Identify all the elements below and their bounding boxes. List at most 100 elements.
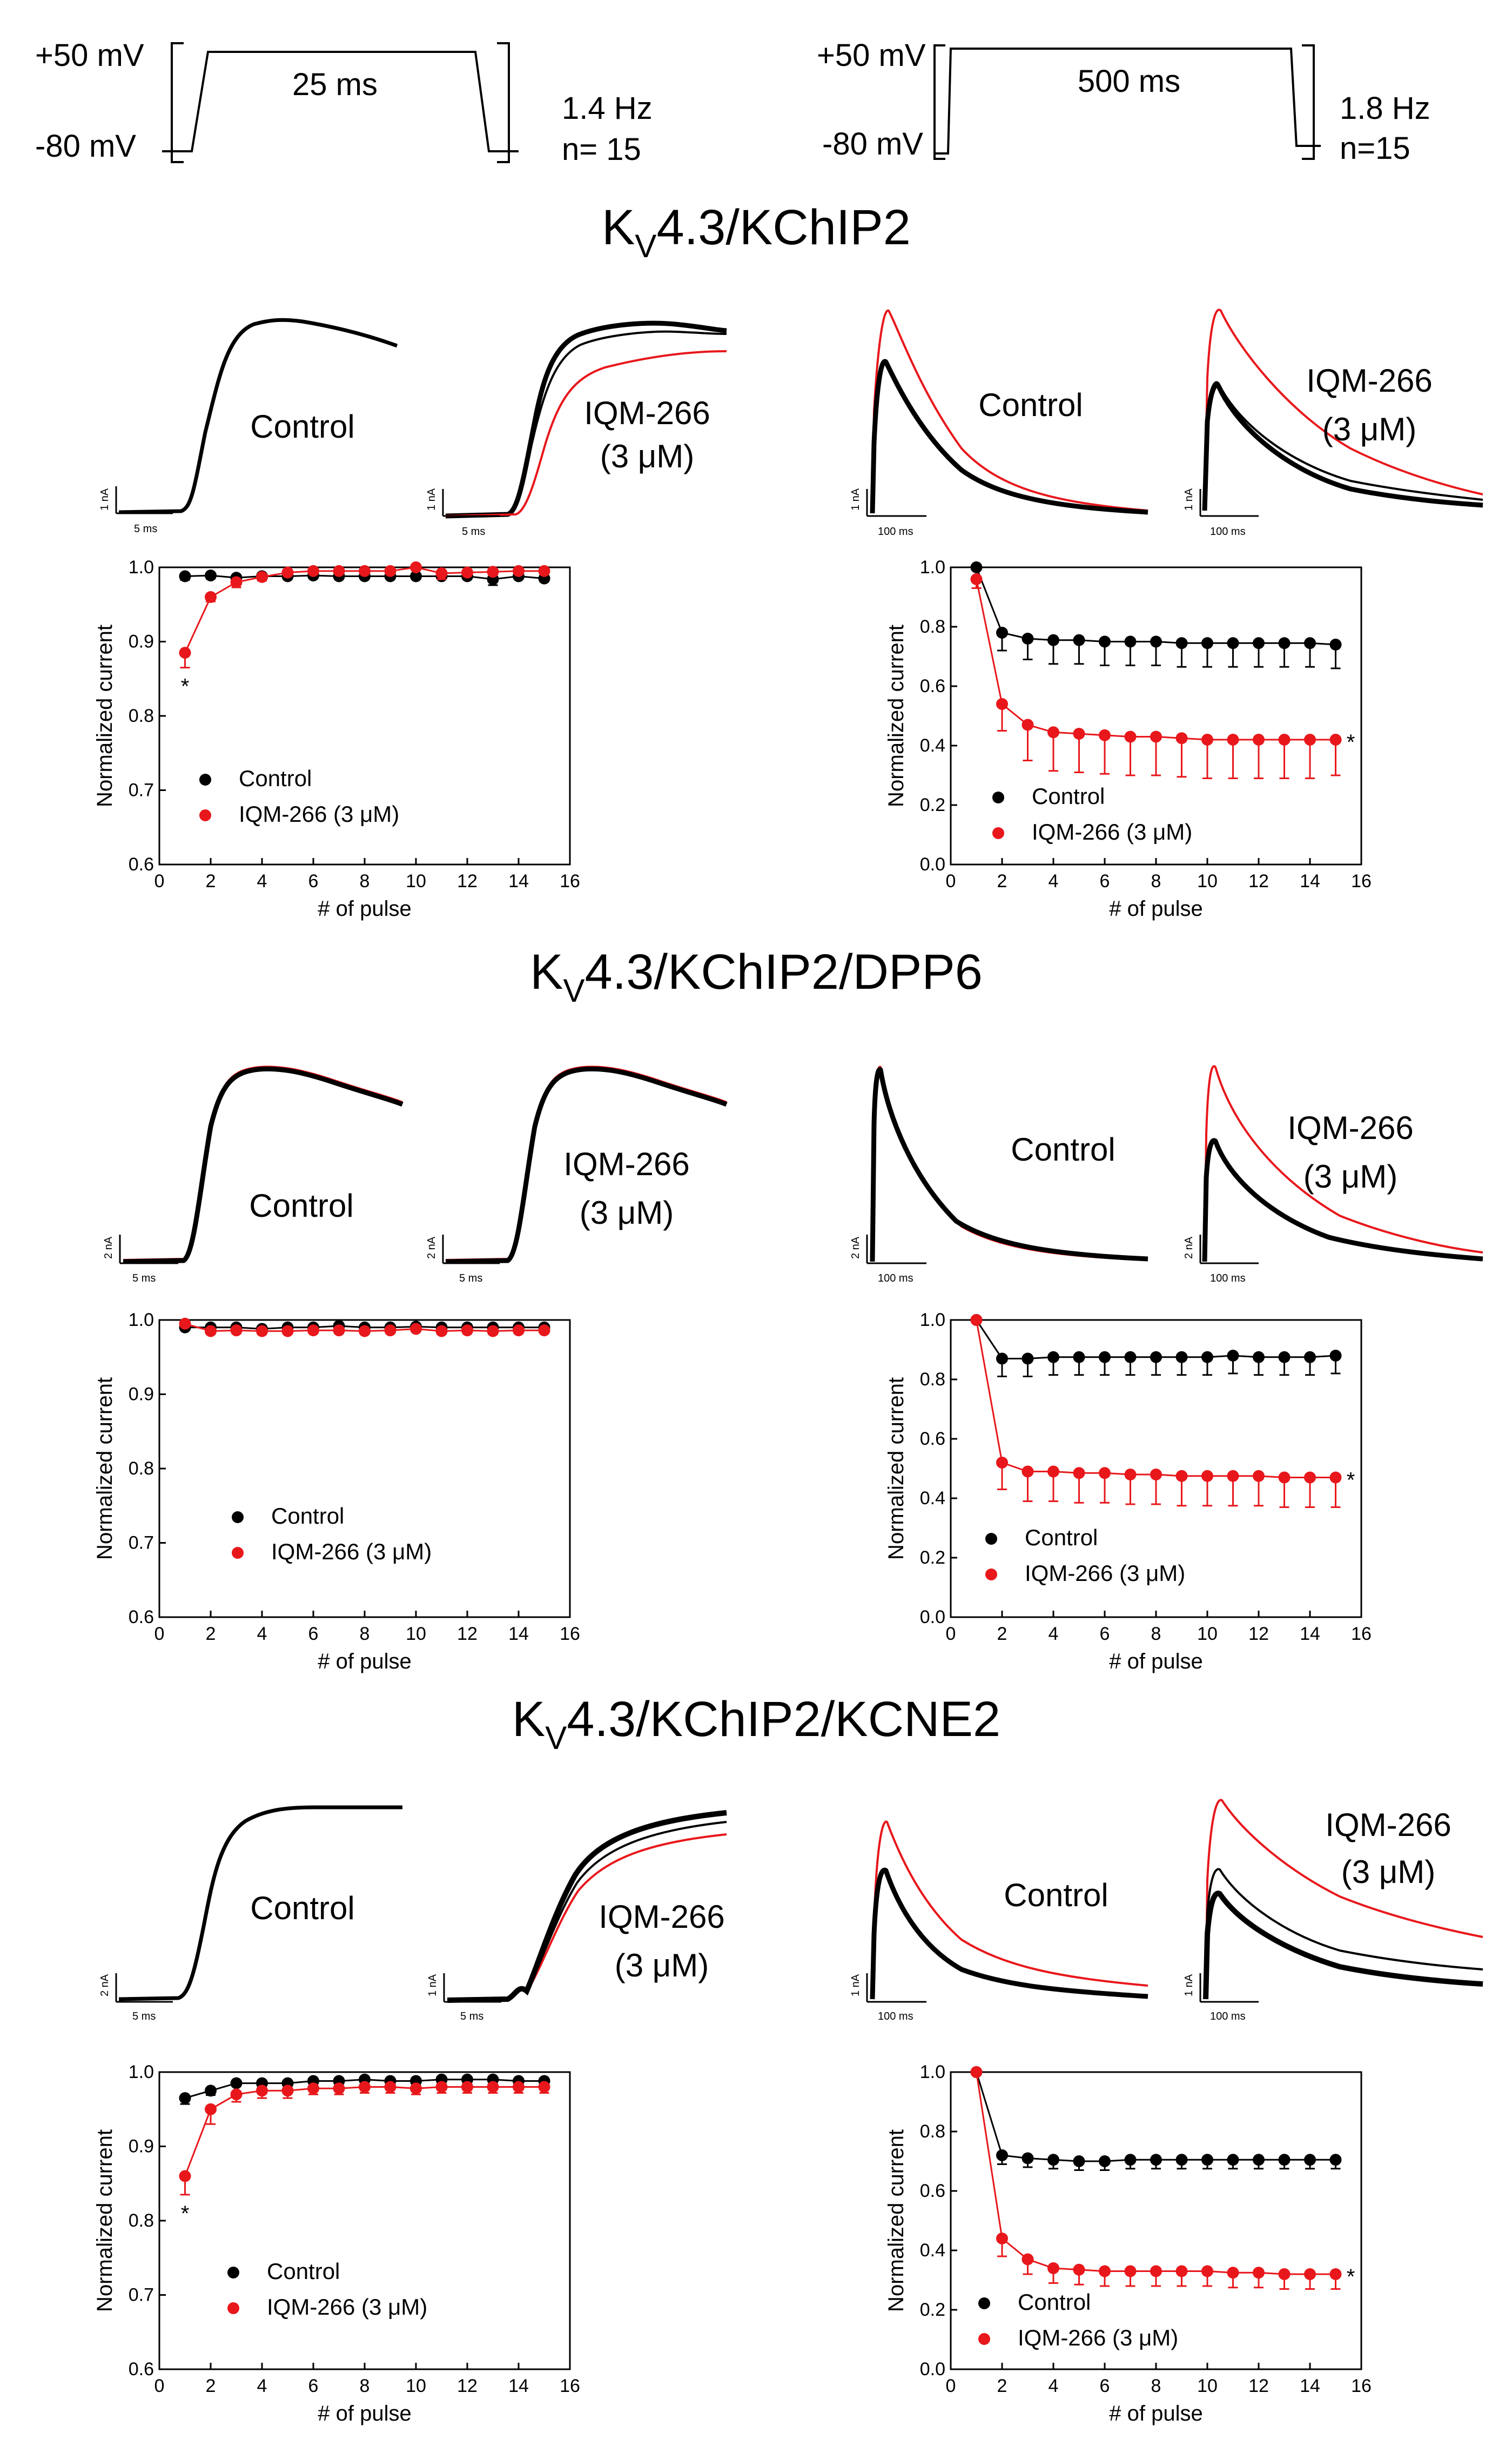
s1-rd-scale-x: 100 ms (1210, 526, 1246, 538)
s3-rd-scale-x: 100 ms (1210, 2010, 1246, 2022)
data-point-control (1175, 637, 1188, 649)
s2-trace-right-control: Control 2 nA 100 ms (850, 1065, 1148, 1284)
legend-label-control: Control (1032, 783, 1105, 809)
protocol-right-waveform (935, 48, 1321, 155)
data-point-drug (996, 698, 1008, 710)
x-tick-label: 0 (154, 2376, 165, 2396)
y-axis-label: Normalized current (93, 625, 117, 807)
legend-marker-control (992, 792, 1004, 803)
data-point-drug (359, 565, 371, 577)
x-tick-label: 8 (1151, 871, 1161, 892)
data-point-drug (538, 565, 550, 577)
x-tick-label: 8 (1151, 1624, 1161, 1644)
data-point-control (1278, 1351, 1291, 1363)
x-tick-label: 0 (946, 2376, 956, 2396)
data-point-control (1099, 2155, 1111, 2167)
data-point-drug (1304, 2268, 1316, 2280)
x-tick-label: 14 (1300, 1624, 1320, 1644)
data-point-drug (256, 2085, 268, 2097)
data-point-drug (205, 591, 217, 603)
s1-trace-left-control: Control 1 nA 5 ms (99, 318, 398, 535)
data-point-control (1201, 2154, 1213, 2166)
data-point-drug (1253, 1470, 1265, 1482)
x-tick-label: 6 (1100, 2376, 1110, 2396)
s2-ld-label-1: IQM-266 (563, 1146, 689, 1182)
y-tick-label: 0.2 (920, 2300, 945, 2320)
data-point-drug (996, 1457, 1008, 1469)
data-point-drug (1099, 729, 1111, 741)
data-point-control (970, 561, 983, 573)
x-tick-label: 4 (1049, 2376, 1059, 2396)
legend-label-control: Control (1025, 1525, 1098, 1550)
x-tick-label: 12 (1248, 871, 1269, 892)
data-point-drug (384, 2081, 397, 2093)
data-point-drug (256, 1325, 268, 1337)
s2-ld-scale-x: 5 ms (459, 1272, 482, 1284)
x-tick-label: 10 (1197, 1624, 1218, 1644)
y-tick-label: 1.0 (920, 557, 945, 578)
y-axis-label: Normalized current (884, 2129, 908, 2312)
data-point-drug (1073, 728, 1085, 740)
s1-rd-scale-y: 1 nA (1183, 488, 1195, 511)
data-point-control (1329, 1350, 1342, 1362)
data-point-drug (970, 2066, 983, 2078)
s2-lc-scale-x: 5 ms (132, 1272, 156, 1284)
significance-asterisk: * (181, 675, 190, 699)
legend-marker-drug (199, 809, 211, 821)
data-point-control (410, 570, 422, 582)
s3-rd-label-1: IQM-266 (1325, 1807, 1451, 1843)
legend-label-control: Control (1018, 2289, 1091, 2315)
protocol-left-bracket-right (497, 42, 510, 163)
data-point-control (1150, 2154, 1162, 2166)
data-point-drug (1304, 1471, 1316, 1484)
data-point-control (1278, 637, 1291, 649)
data-point-drug (1047, 2262, 1059, 2274)
data-point-drug (333, 1324, 345, 1337)
data-point-drug (513, 1324, 525, 1337)
x-tick-label: 14 (1300, 2376, 1320, 2396)
legend-marker-control (985, 1533, 997, 1545)
data-point-control (1047, 2154, 1059, 2166)
y-tick-label: 0.8 (129, 2210, 154, 2231)
y-tick-label: 0.8 (920, 1369, 945, 1390)
y-tick-label: 0.2 (920, 795, 945, 815)
data-point-control (1329, 639, 1342, 651)
protocol-right-duration: 500 ms (1078, 64, 1180, 99)
plot-s2-right: 0 2 4 6 8 10 12 14 16 0.0 0.2 0.4 0.6 0.8 1.0 # of puls… (884, 1310, 1372, 1673)
y-tick-label: 0.6 (920, 676, 945, 696)
s2-lc-label: Control (249, 1188, 353, 1224)
data-point-control (1253, 637, 1265, 649)
data-point-drug (513, 565, 525, 577)
legend-label-drug: IQM-266 (3 μM) (1018, 2325, 1178, 2350)
x-tick-label: 6 (308, 2376, 319, 2396)
legend-marker-drug (978, 2333, 990, 2345)
data-point-drug (1175, 2265, 1188, 2277)
s2-lc-trace-control (123, 1066, 404, 1264)
significance-asterisk: * (1347, 1469, 1355, 1492)
s1-rd-trace-control-2 (1204, 381, 1483, 511)
x-tick-label: 14 (508, 871, 529, 892)
legend-label-control: Control (267, 2258, 340, 2284)
data-point-drug (970, 1314, 983, 1326)
significance-asterisk: * (1347, 2265, 1355, 2289)
s1-rd-label-2: (3 μM) (1322, 411, 1417, 447)
x-tick-label: 8 (360, 1624, 370, 1644)
data-point-drug (307, 1324, 319, 1337)
data-point-drug (281, 1325, 294, 1337)
data-point-drug (333, 565, 345, 577)
y-tick-label: 0.0 (920, 854, 945, 875)
data-point-control (1047, 634, 1059, 646)
y-tick-label: 0.4 (920, 735, 945, 756)
s2-rd-scale-x: 100 ms (1210, 1272, 1246, 1284)
significance-asterisk: * (1347, 730, 1355, 754)
legend-marker-control (978, 2297, 990, 2309)
data-point-control (1022, 2152, 1034, 2164)
plot-s3-left: 0 2 4 6 8 10 12 14 16 0.6 0.7 0.8 0.9 1.0 # of pulse No… (93, 2062, 580, 2425)
x-tick-label: 12 (457, 871, 478, 892)
data-point-drug (179, 647, 191, 659)
data-point-control (205, 569, 217, 582)
y-tick-label: 0.8 (920, 616, 945, 637)
legend-label-control: Control (239, 766, 312, 791)
s3-rc-label: Control (1004, 1877, 1108, 1913)
data-point-control (1099, 1351, 1111, 1363)
